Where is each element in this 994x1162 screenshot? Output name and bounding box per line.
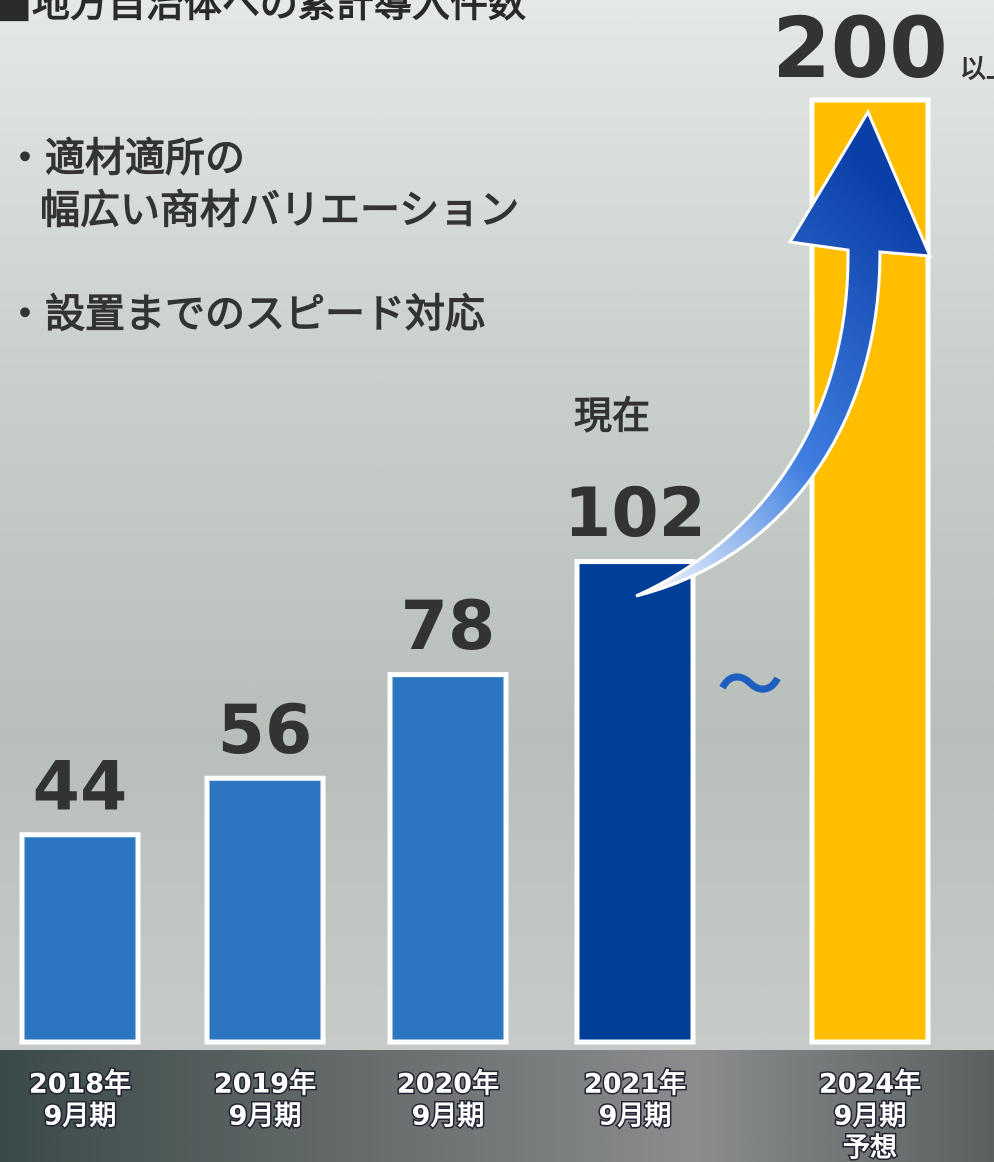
value-label: 56 (218, 691, 313, 770)
value-label: 78 (401, 587, 496, 666)
bar (204, 775, 326, 1045)
tilde: 〜 (718, 650, 782, 724)
chart-title: ■地方自治体への累計導入件数 (0, 0, 526, 26)
x-tick-label: 2024年 (819, 1068, 921, 1100)
growth-arrow (635, 108, 933, 598)
bar (387, 672, 509, 1045)
value-label: 44 (33, 747, 128, 826)
x-tick-label: 2019年 (214, 1068, 316, 1100)
bullet: ・設置までのスピード対応 (5, 291, 485, 337)
bullet: 幅広い商材バリエーション (40, 187, 519, 233)
photo-strip (0, 1050, 994, 1162)
bar (574, 559, 696, 1045)
x-tick-label: 9月期 (834, 1101, 907, 1132)
x-tick-label: 9月期 (599, 1101, 672, 1132)
bar (19, 832, 141, 1045)
value-label: 200 (772, 0, 947, 97)
bullet: ・適材適所の (5, 135, 245, 181)
x-tick-label: 9月期 (412, 1101, 485, 1132)
value-suffix: 以上 (960, 55, 994, 85)
x-tick-label: 9月期 (229, 1101, 302, 1132)
current-label: 現在 (574, 394, 650, 438)
x-tick-label: 2018年 (29, 1068, 131, 1100)
value-label: 102 (564, 474, 706, 553)
x-tick-label: 2020年 (397, 1068, 499, 1100)
x-tick-label: 予想 (843, 1133, 897, 1162)
x-tick-label: 2021年 (584, 1068, 686, 1100)
x-tick-label: 9月期 (44, 1101, 117, 1132)
